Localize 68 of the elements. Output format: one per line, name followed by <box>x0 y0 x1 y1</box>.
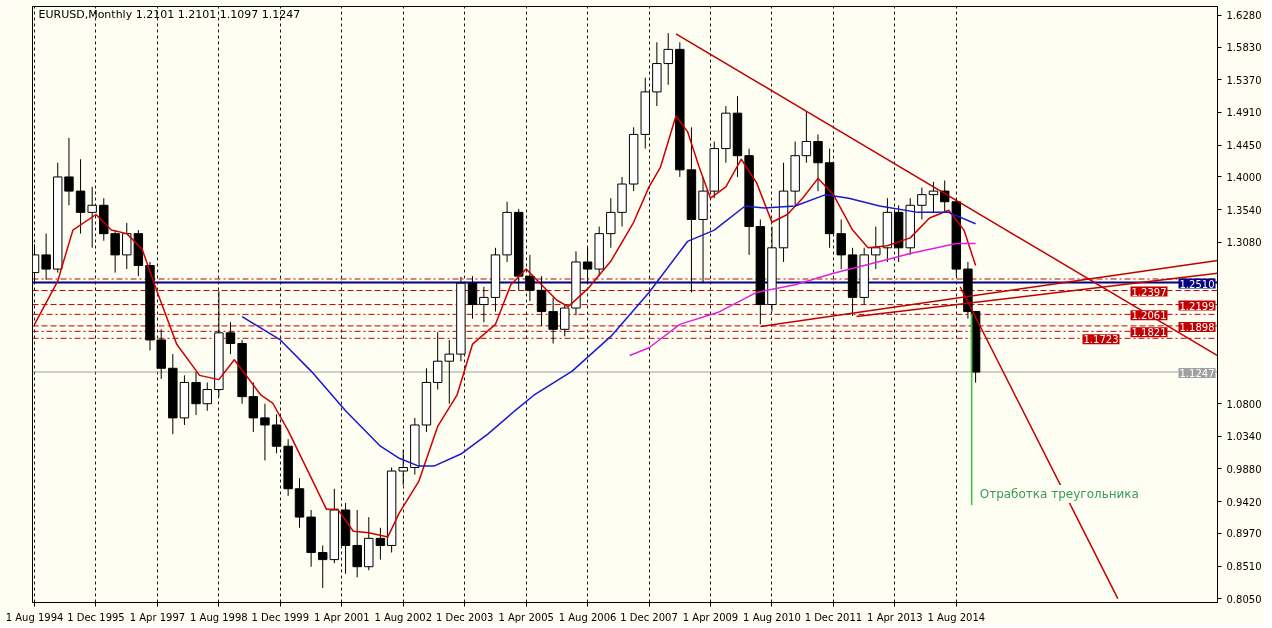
x-tick-label: 1 Aug 2002 <box>374 611 433 623</box>
line-series <box>628 242 977 357</box>
ref-line-label: 1.2199 <box>1179 300 1215 312</box>
candlestick <box>560 304 570 337</box>
x-tick-label: 1 Aug 1994 <box>5 611 64 623</box>
x-tick-label: 1 Dec 1999 <box>251 611 310 623</box>
x-tick-label: 1 Aug 2006 <box>558 611 617 623</box>
candlestick <box>928 181 939 213</box>
x-tick-label: 1 Apr 2009 <box>682 611 739 623</box>
y-tick-label: 1.4000 <box>1226 171 1262 183</box>
y-tick-label: 0.8050 <box>1226 593 1262 605</box>
annotation: Отработка треугольника <box>979 487 1139 502</box>
ref-line-label: 1.1247 <box>1179 368 1215 380</box>
candlestick <box>225 321 236 355</box>
x-tick-label: 1 Dec 2007 <box>620 611 678 623</box>
candlestick <box>87 186 97 249</box>
y-tick-label: 1.3080 <box>1226 237 1262 249</box>
y-tick-label: 1.5370 <box>1226 74 1262 86</box>
candlestick <box>582 247 593 284</box>
y-tick-label: 0.9880 <box>1226 463 1262 475</box>
candlestick <box>248 381 259 433</box>
candlestick <box>398 449 408 486</box>
candlestick <box>75 158 86 235</box>
candlestick <box>271 413 282 454</box>
ref-line-label: 1.2397 <box>1131 286 1167 298</box>
chart-title: EURUSD,Monthly 1.2101 1.2101 1.1097 1.1247 <box>38 7 301 21</box>
x-tick-label: 1 Apr 2001 <box>314 611 370 623</box>
line-series <box>241 193 977 467</box>
y-tick-label: 1.5830 <box>1226 42 1262 54</box>
y-tick-label: 0.9420 <box>1226 496 1262 508</box>
candlestick <box>813 133 823 192</box>
ref-line-label: 1.2510 <box>1179 278 1215 290</box>
candlestick <box>432 331 443 391</box>
candlestick <box>871 226 881 270</box>
candlestick <box>260 403 270 461</box>
y-tick-label: 1.3540 <box>1226 204 1262 216</box>
candlestick <box>467 275 478 320</box>
y-tick-label: 1.4450 <box>1226 140 1262 152</box>
candlestick <box>41 233 51 281</box>
candlestick <box>375 527 386 561</box>
ref-line-label: 1.1723 <box>1083 334 1119 346</box>
y-tick-label: 0.8970 <box>1226 528 1262 540</box>
x-tick-label: 1 Dec 2011 <box>804 611 863 623</box>
x-tick-label: 1 Aug 2010 <box>743 611 801 623</box>
candlestick <box>801 111 812 164</box>
x-tick-label: 1 Apr 1997 <box>129 611 186 623</box>
y-tick-label: 1.4910 <box>1226 107 1262 119</box>
ref-line-label: 1.1898 <box>1179 321 1215 333</box>
y-tick-label: 0.8510 <box>1226 561 1262 572</box>
y-tick-label: 1.0340 <box>1226 431 1262 443</box>
candlestick <box>548 296 558 344</box>
x-tick-label: 1 Aug 1998 <box>190 611 248 623</box>
y-tick-label: 1.0800 <box>1226 398 1262 410</box>
ref-line-label: 1.2061 <box>1131 310 1167 322</box>
x-tick-label: 1 Dec 2003 <box>435 611 494 623</box>
candlestick <box>352 509 362 578</box>
x-tick-label: 1 Aug 2014 <box>927 611 986 623</box>
candlestick <box>444 339 455 405</box>
candlestick <box>836 218 846 270</box>
x-tick-label: 1 Dec 1995 <box>67 611 125 623</box>
x-tick-label: 1 Apr 2005 <box>498 611 554 623</box>
candlestick <box>479 286 489 323</box>
y-tick-label: 1.6280 <box>1226 10 1262 22</box>
ref-line-label: 1.1821 <box>1131 327 1167 339</box>
candlestick <box>525 254 535 302</box>
x-tick-label: 1 Apr 2013 <box>867 611 923 623</box>
candlestick <box>536 275 547 327</box>
candlestick <box>917 187 927 220</box>
